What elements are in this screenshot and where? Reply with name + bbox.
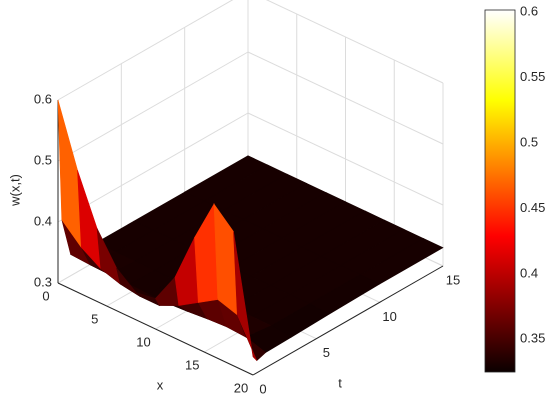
- colorbar: [484, 9, 516, 373]
- z-tick-label: 0.5: [34, 152, 52, 167]
- colorbar-tick-label: 0.4: [520, 265, 538, 280]
- z-tick-label: 0.6: [34, 91, 52, 106]
- y-tick-label: 0: [259, 381, 266, 396]
- y-tick-label: 15: [446, 272, 460, 287]
- grid-line: [57, 0, 234, 101]
- x-tick-label: 10: [136, 334, 150, 349]
- grid-line: [57, 51, 249, 162]
- x-tick-label: 20: [234, 380, 248, 395]
- surface: [57, 99, 444, 362]
- axis-line: [57, 282, 254, 376]
- y-tick-label: 5: [323, 345, 330, 360]
- colorbar-tick-label: 0.5: [520, 134, 538, 149]
- grid-line: [57, 112, 249, 223]
- colorbar-tick-label: 0.6: [520, 3, 538, 18]
- grid-line: [247, 112, 444, 206]
- colorbar-tick-label: 0.45: [520, 200, 545, 215]
- t-axis-label: t: [338, 375, 342, 390]
- x-tick-label: 5: [91, 311, 98, 326]
- x-tick-label: 15: [185, 357, 199, 372]
- y-tick-label: 10: [382, 309, 396, 324]
- z-tick-label: 0.4: [34, 213, 52, 228]
- surface-patch: [233, 231, 258, 361]
- grid-line: [265, 0, 444, 84]
- z-tick-label: 0.3: [34, 274, 52, 289]
- x-tick-label: 0: [42, 288, 49, 303]
- labels: 0.3 0.4 0.5 0.6 0 5 10 15 20 0 5 10 15 0.35 0.4 0.45 0.5…: [34, 3, 545, 396]
- colorbar-tick-label: 0.55: [520, 69, 545, 84]
- colorbar-tick-label: 0.35: [520, 331, 545, 346]
- grid-line: [247, 51, 444, 145]
- z-axis-label: w(x,t): [7, 174, 22, 207]
- axis-line: [252, 265, 444, 376]
- x-axis-label: x: [157, 377, 164, 392]
